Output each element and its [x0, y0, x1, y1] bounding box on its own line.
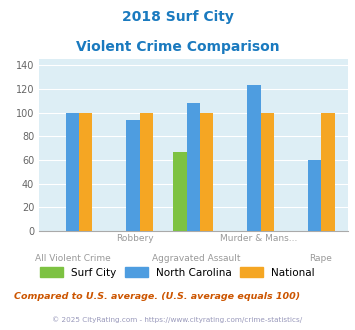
Bar	[308, 160, 321, 231]
Bar	[66, 113, 79, 231]
Text: Violent Crime Comparison: Violent Crime Comparison	[76, 40, 279, 53]
Bar	[79, 113, 92, 231]
Bar	[140, 113, 153, 231]
Text: Murder & Mans...: Murder & Mans...	[220, 234, 297, 243]
Bar	[261, 113, 274, 231]
Text: All Violent Crime: All Violent Crime	[35, 254, 111, 263]
Legend: Surf City, North Carolina, National: Surf City, North Carolina, National	[36, 263, 319, 282]
Text: Aggravated Assault: Aggravated Assault	[152, 254, 241, 263]
Bar	[187, 103, 200, 231]
Bar	[174, 152, 187, 231]
Text: Rape: Rape	[308, 254, 332, 263]
Text: 2018 Surf City: 2018 Surf City	[121, 10, 234, 24]
Text: Compared to U.S. average. (U.S. average equals 100): Compared to U.S. average. (U.S. average …	[14, 292, 300, 301]
Text: © 2025 CityRating.com - https://www.cityrating.com/crime-statistics/: © 2025 CityRating.com - https://www.city…	[53, 317, 302, 323]
Bar	[247, 85, 261, 231]
Bar	[321, 113, 334, 231]
Bar	[126, 120, 140, 231]
Bar	[200, 113, 213, 231]
Text: Robbery: Robbery	[116, 234, 154, 243]
